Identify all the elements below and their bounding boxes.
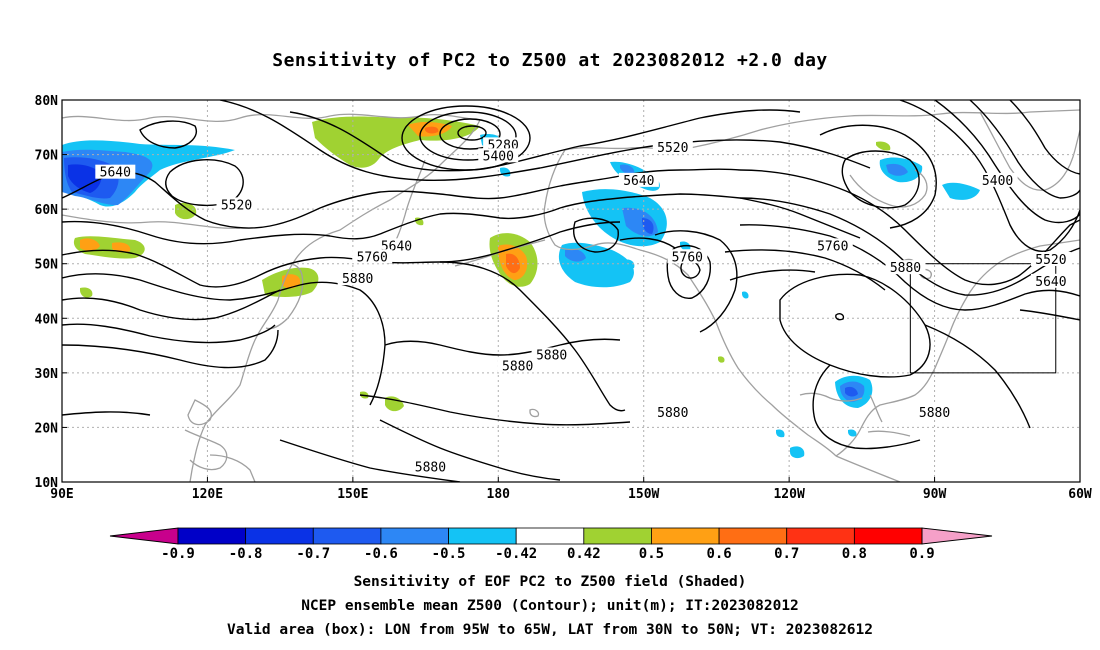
contour-label: 5400 (483, 149, 514, 164)
contour-label-bg (483, 137, 524, 152)
colorbar-swatch (177, 527, 247, 545)
contour-label-bg (1030, 251, 1071, 266)
lat-tick-label: 20N (35, 421, 59, 436)
contour-label-bg (352, 249, 393, 264)
colorbar-label: -0.42 (495, 546, 537, 562)
contour-label: 5880 (415, 460, 446, 475)
contour-label-bg (977, 172, 1018, 187)
lon-tick-label: 150E (337, 487, 368, 502)
contour-label: 5880 (536, 348, 567, 363)
z500-contours (62, 100, 1080, 482)
contour-label-bg (1030, 273, 1071, 288)
colorbar-swatch (853, 527, 923, 545)
colorbar-swatch (651, 527, 720, 545)
caption-line-3: Valid area (box): LON from 95W to 65W, L… (226, 622, 873, 638)
lon-tick-label: 150W (628, 487, 659, 502)
contour-label: 5640 (1035, 275, 1066, 290)
longitude-labels: 90E 120E 150E 180 150W 120W 90W 60W (50, 477, 1092, 502)
contour-label: 5880 (890, 261, 921, 276)
lon-tick-label: 180 (487, 487, 511, 502)
colorbar-label: 0.42 (567, 546, 601, 562)
contour-label-bg (618, 172, 659, 187)
contour-label: 5520 (657, 141, 688, 156)
contour-label-bg (914, 404, 955, 419)
colorbar-label: -0.9 (161, 546, 195, 562)
colorbar-swatch (312, 527, 382, 545)
colorbar-swatch (515, 527, 585, 545)
contour-label-bg (531, 347, 572, 362)
contour-label: 5520 (1035, 253, 1066, 268)
lon-tick-label: 120E (192, 487, 223, 502)
contour-label-bg (652, 404, 693, 419)
contour-label: 5640 (100, 166, 131, 181)
colorbar-label: 0.6 (706, 546, 731, 562)
contour-label-bg (497, 358, 538, 373)
lon-tick-label: 120W (773, 487, 804, 502)
colorbar-below-min-triangle (109, 527, 179, 545)
colorbar: -0.9 -0.8 -0.7 -0.6 -0.5 -0.42 0.42 0.5 0.6 0.7 0.… (109, 527, 993, 562)
contour-label-bg (337, 271, 378, 286)
colorbar-swatch (718, 527, 788, 545)
contour-label: 5880 (657, 406, 688, 421)
colorbar-label: 0.9 (909, 546, 934, 562)
colorbar-label: 0.8 (842, 546, 867, 562)
colorbar-label: 0.5 (639, 546, 664, 562)
contour-label-bg (667, 249, 708, 264)
caption-line-1: Sensitivity of EOF PC2 to Z500 field (Sh… (353, 574, 747, 590)
lon-tick-label: 60W (1068, 487, 1092, 502)
contour-label-bg (410, 459, 451, 474)
contour-label: 5880 (502, 359, 533, 374)
colorbar-label: -0.8 (229, 546, 263, 562)
contour-label: 5400 (982, 174, 1013, 189)
colorbar-swatch (380, 527, 449, 545)
contour-label-bg (478, 148, 519, 163)
map-title: Sensitivity of PC2 to Z500 at 2023082012… (272, 50, 828, 71)
colorbar-boxes (177, 527, 923, 545)
latitude-labels: 80N 70N 60N 50N 40N 30N 20N 10N (35, 94, 67, 491)
colorbar-swatch (786, 527, 855, 545)
contour-label-bg (216, 197, 257, 212)
lat-tick-label: 30N (35, 367, 59, 382)
contour-label: 5520 (221, 198, 252, 213)
colorbar-swatch (448, 527, 517, 545)
colorbar-swatch (245, 527, 314, 545)
contour-label: 5640 (623, 174, 654, 189)
lat-tick-label: 10N (35, 476, 59, 491)
contour-label: 5760 (672, 250, 703, 265)
colorbar-swatch (583, 527, 652, 545)
contour-label: 5880 (919, 406, 950, 421)
map-frame (61, 99, 1081, 483)
lat-tick-label: 60N (35, 203, 59, 218)
lat-tick-label: 40N (35, 312, 59, 327)
colorbar-above-max-triangle (921, 527, 993, 545)
contour-labels: 5640552052805400552056405640576058805760… (95, 137, 1071, 475)
lat-tick-label: 80N (35, 94, 59, 109)
contour-label-bg (885, 260, 926, 275)
colorbar-label: -0.6 (364, 546, 398, 562)
contour-label: 5760 (357, 250, 388, 265)
contour-label: 5880 (342, 272, 373, 287)
colorbar-label: -0.7 (296, 546, 330, 562)
contour-label-bg (95, 164, 136, 179)
coastlines (62, 109, 1080, 482)
colorbar-label: 0.7 (774, 546, 799, 562)
contour-label-bg (812, 238, 853, 253)
contour-label: 5760 (817, 239, 848, 254)
lon-tick-label: 90E (50, 487, 73, 502)
lat-tick-label: 70N (35, 149, 59, 164)
caption-line-2: NCEP ensemble mean Z500 (Contour); unit(… (301, 598, 799, 614)
colorbar-labels: -0.9 -0.8 -0.7 -0.6 -0.5 -0.42 0.42 0.5 0.6 0.7 0.… (161, 546, 935, 562)
lon-tick-label: 90W (923, 487, 947, 502)
colorbar-label: -0.5 (432, 546, 466, 562)
valid-area-box (909, 263, 1057, 374)
contour-label-bg (376, 238, 417, 253)
contour-label-bg (652, 140, 693, 155)
lat-tick-label: 50N (35, 258, 59, 273)
